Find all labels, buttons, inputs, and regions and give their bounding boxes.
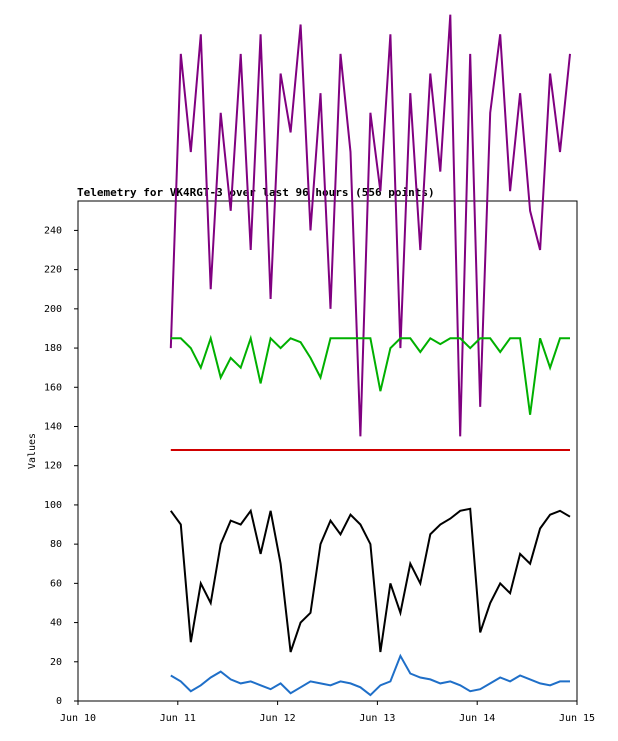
x-tick-label: Jun 10 — [60, 713, 96, 724]
y-tick-label: 100 — [44, 500, 62, 511]
series-line — [169, 14, 571, 437]
y-tick-label: 180 — [44, 343, 62, 354]
y-tick-label: 80 — [50, 539, 62, 550]
series-line — [170, 334, 570, 415]
y-axis-label: Values — [27, 433, 38, 469]
x-tick-label: Jun 13 — [359, 713, 395, 724]
x-tick-label: Jun 11 — [160, 713, 196, 724]
chart-title: Telemetry for VK4RGT-3 over last 96 hour… — [77, 186, 435, 199]
y-tick-label: 60 — [50, 578, 62, 589]
series-line — [170, 653, 570, 697]
plot-frame — [77, 200, 578, 702]
y-tick-label: 120 — [44, 461, 62, 472]
y-tick-label: 220 — [44, 265, 62, 276]
series-line — [169, 507, 571, 653]
y-tick-label: 40 — [50, 618, 62, 629]
y-tick-label: 140 — [44, 421, 62, 432]
x-tick-label: Jun 12 — [260, 713, 296, 724]
y-tick-label: 240 — [44, 225, 62, 236]
y-tick-label: 20 — [50, 657, 62, 668]
y-tick-label: 200 — [44, 304, 62, 315]
x-tick-label: Jun 14 — [459, 713, 495, 724]
x-tick-label: Jun 15 — [559, 713, 595, 724]
y-tick-label: 0 — [56, 696, 62, 707]
y-tick-label: 160 — [44, 382, 62, 393]
